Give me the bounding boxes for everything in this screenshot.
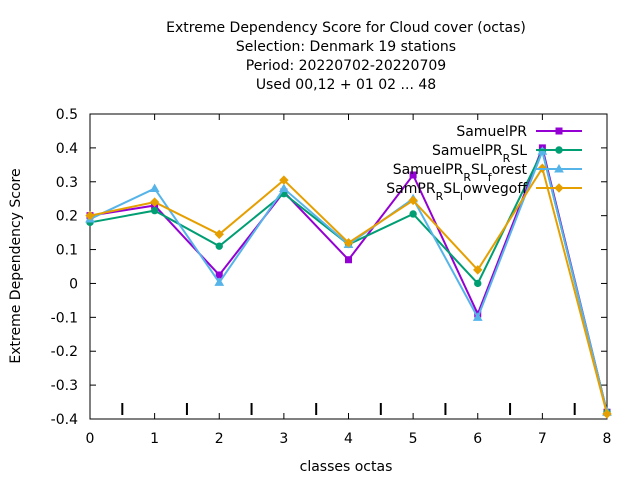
series-lines: [85, 144, 612, 419]
y-tick-label: -0.4: [51, 412, 78, 428]
data-point: [215, 271, 223, 279]
legend-label-part: SL: [443, 181, 460, 197]
legend-marker: [555, 127, 563, 135]
legend-item: SamuelPRRSLforest: [393, 162, 582, 184]
legend-label-part: SL: [510, 143, 527, 159]
legend-label-part: R: [463, 171, 471, 184]
chart-title: Extreme Dependency Score for Cloud cover…: [166, 20, 526, 93]
legend-label-part: SamuelPR: [456, 124, 527, 140]
legend-label-part: f: [488, 171, 493, 184]
data-point: [279, 175, 289, 185]
data-point: [409, 210, 417, 218]
series-2: [86, 147, 611, 416]
data-point: [215, 242, 223, 250]
data-point: [345, 256, 352, 264]
title-line-1: Extreme Dependency Score for Cloud cover…: [166, 20, 526, 36]
legend-label-part: SamuelPR: [393, 162, 464, 178]
x-axis: 0 1 2 3 4 5 6 7 8: [86, 114, 612, 447]
minor-ticks: [121, 403, 576, 415]
legend-label-part: SamuelPR: [432, 143, 503, 159]
y-tick-label: 0.3: [56, 175, 78, 191]
data-point: [409, 171, 417, 179]
legend-item: SamPRRSLlowvegoff: [386, 181, 582, 203]
y-tick-label: -0.3: [51, 378, 78, 394]
data-point: [343, 238, 354, 248]
legend-label-part: owvegoff: [463, 181, 527, 197]
y-tick-label: -0.2: [51, 344, 78, 360]
y-axis-label: Extreme Dependency Score: [8, 168, 24, 363]
x-tick-label: 2: [215, 431, 224, 447]
x-tick-label: 4: [344, 431, 353, 447]
legend-label: SamuelPRRSLforest: [393, 162, 528, 184]
y-tick-label: 0.5: [56, 107, 78, 123]
x-tick-label: 0: [86, 431, 95, 447]
x-tick-label: 6: [473, 431, 482, 447]
legend-item: SamuelPRRSL: [432, 143, 582, 165]
legend-label: SamuelPRRSL: [432, 143, 527, 165]
y-tick-label: 0.2: [56, 209, 78, 225]
data-point: [150, 206, 159, 215]
data-point: [85, 210, 95, 221]
legend-label-part: orest: [492, 162, 528, 178]
title-line-2: Selection: Denmark 19 stations: [236, 39, 456, 55]
legend-marker: [554, 163, 564, 173]
title-line-3: Period: 20220702-20220709: [246, 58, 446, 74]
legend-label-part: l: [460, 190, 463, 203]
y-axis: -0.4 -0.3 -0.2 -0.1 0 0.1 0.2 0.3 0.4 0.5: [51, 107, 607, 428]
data-point: [279, 183, 289, 193]
x-tick-label: 7: [538, 431, 547, 447]
x-tick-label: 1: [150, 431, 159, 447]
x-tick-label: 8: [603, 431, 612, 447]
y-tick-label: 0: [69, 276, 78, 292]
legend-label: SamPRRSLlowvegoff: [386, 181, 527, 203]
x-axis-label: classes octas: [300, 459, 393, 475]
legend-label-part: R: [503, 152, 511, 165]
data-point: [472, 312, 483, 321]
series-line: [89, 165, 608, 415]
series-4: [85, 163, 612, 419]
data-point: [473, 265, 483, 275]
x-tick-label: 3: [279, 431, 288, 447]
legend-item: SamuelPR: [456, 124, 582, 140]
data-point: [602, 409, 612, 419]
y-tick-label: 0.1: [56, 243, 78, 259]
legend-label-part: SL: [471, 162, 488, 178]
legend-marker: [555, 146, 563, 154]
y-tick-label: -0.1: [51, 310, 78, 326]
data-point: [474, 279, 482, 288]
legend-marker: [554, 183, 564, 193]
plot-frame: [89, 113, 608, 420]
legend-label-part: SamPR: [386, 181, 436, 197]
legend: SamuelPRSamuelPRRSLSamuelPRRSLforestSamP…: [386, 124, 582, 203]
title-line-4: Used 00,12 + 01 02 ... 48: [256, 77, 436, 93]
data-point: [214, 229, 224, 240]
data-point: [149, 197, 160, 207]
y-tick-label: 0.4: [56, 141, 78, 157]
data-point: [214, 277, 225, 286]
legend-label: SamuelPR: [456, 124, 527, 140]
data-point: [149, 183, 160, 193]
legend-label-part: R: [436, 190, 444, 203]
data-point: [408, 195, 418, 206]
x-tick-label: 5: [409, 431, 418, 447]
series-3: [85, 146, 612, 416]
